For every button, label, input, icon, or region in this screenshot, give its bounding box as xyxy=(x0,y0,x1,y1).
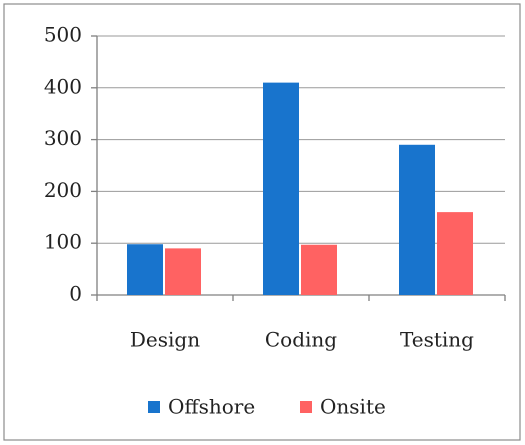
y-tick-label: 400 xyxy=(44,74,82,98)
y-tick-label: 200 xyxy=(44,178,82,202)
y-tick-label: 500 xyxy=(44,23,82,47)
legend-label: Onsite xyxy=(320,395,386,419)
y-tick-label: 100 xyxy=(44,230,82,254)
legend-label: Offshore xyxy=(168,395,255,419)
y-tick-label: 300 xyxy=(44,126,82,150)
bar xyxy=(301,244,337,295)
x-tick-label: Design xyxy=(130,328,200,352)
x-tick-label: Coding xyxy=(265,328,337,352)
bar xyxy=(127,244,163,295)
legend-swatch xyxy=(148,401,160,413)
x-tick-label: Testing xyxy=(400,328,474,352)
bar xyxy=(263,82,299,296)
bar xyxy=(399,144,435,295)
legend-swatch xyxy=(300,401,312,413)
bar xyxy=(165,248,201,295)
bar xyxy=(437,212,473,295)
y-tick-label: 0 xyxy=(69,282,82,306)
